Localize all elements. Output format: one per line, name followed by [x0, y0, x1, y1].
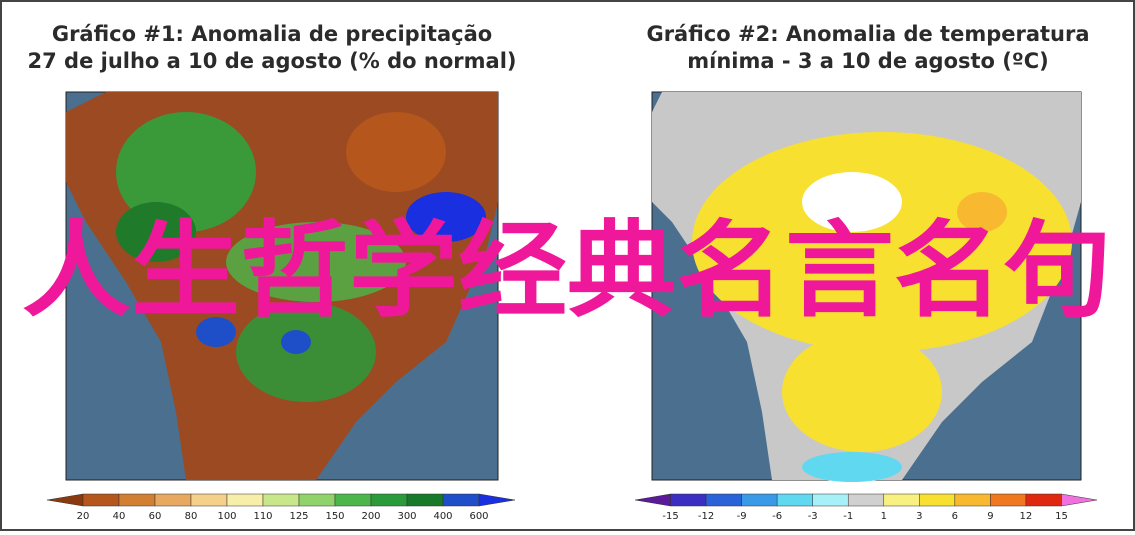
colorbar-swatch [298, 493, 336, 507]
colorbar-swatch [1061, 493, 1098, 507]
colorbar-swatch [442, 493, 480, 507]
colorbar-label: 400 [433, 511, 452, 522]
colorbar-swatch [954, 493, 991, 507]
colorbar-label: -6 [772, 511, 782, 522]
colorbar-label: -3 [808, 511, 818, 522]
colorbar-label: 150 [325, 511, 344, 522]
colorbar-label: 125 [289, 511, 308, 522]
colorbar-swatch [812, 493, 849, 507]
panel-subtitle: mínima - 3 a 10 de agosto (ºC) [687, 49, 1049, 73]
colorbar-swatch [741, 493, 778, 507]
colorbar-swatch [990, 493, 1027, 507]
colorbar-swatch [226, 493, 264, 507]
map-temperature [651, 91, 1082, 482]
colorbar-swatch [1025, 493, 1062, 507]
colorbar-label: 9 [987, 511, 993, 522]
colorbar-label: 6 [952, 511, 958, 522]
colorbar-swatch [118, 493, 156, 507]
colorbar-swatch [670, 493, 707, 507]
colorbar-swatch [370, 493, 408, 507]
colorbar-swatch [919, 493, 956, 507]
colorbar-swatch [190, 493, 228, 507]
colorbar-swatch [705, 493, 742, 507]
colorbar-label: 60 [149, 511, 162, 522]
colorbar-label: -12 [698, 511, 714, 522]
colorbar-label: -1 [843, 511, 853, 522]
panel-title: Gráfico #2: Anomalia de temperatura [646, 22, 1089, 46]
colorbar-swatch [82, 493, 120, 507]
map-precipitation [65, 91, 499, 481]
colorbar-label: 600 [469, 511, 488, 522]
colorbar-swatch [406, 493, 444, 507]
overlay-text: 人生哲学经典名言名句 [22, 209, 1112, 331]
panel-title: Gráfico #1: Anomalia de precipitação [52, 22, 492, 46]
colorbar-swatch [883, 493, 920, 507]
colorbar-label: 300 [397, 511, 416, 522]
colorbar-swatch [847, 493, 885, 507]
colorbar-label: 3 [916, 511, 922, 522]
colorbar-swatch [334, 493, 372, 507]
colorbar-swatch [154, 493, 192, 507]
colorbar-label: 110 [253, 511, 272, 522]
colorbar-label: 100 [217, 511, 236, 522]
colorbar-label: 1 [881, 511, 887, 522]
panel-subtitle: 27 de julho a 10 de agosto (% do normal) [28, 49, 517, 73]
colorbar-label: 12 [1020, 511, 1033, 522]
colorbar-swatch [776, 493, 813, 507]
colorbar-label: -9 [737, 511, 747, 522]
colorbar-label: 40 [113, 511, 126, 522]
colorbar-label: -15 [662, 511, 678, 522]
colorbar-label: 15 [1055, 511, 1068, 522]
colorbar-label: 80 [185, 511, 198, 522]
colorbar-label: 20 [77, 511, 90, 522]
colorbar-swatch [262, 493, 300, 507]
colorbar-swatch [478, 493, 516, 507]
colorbar-label: 200 [361, 511, 380, 522]
